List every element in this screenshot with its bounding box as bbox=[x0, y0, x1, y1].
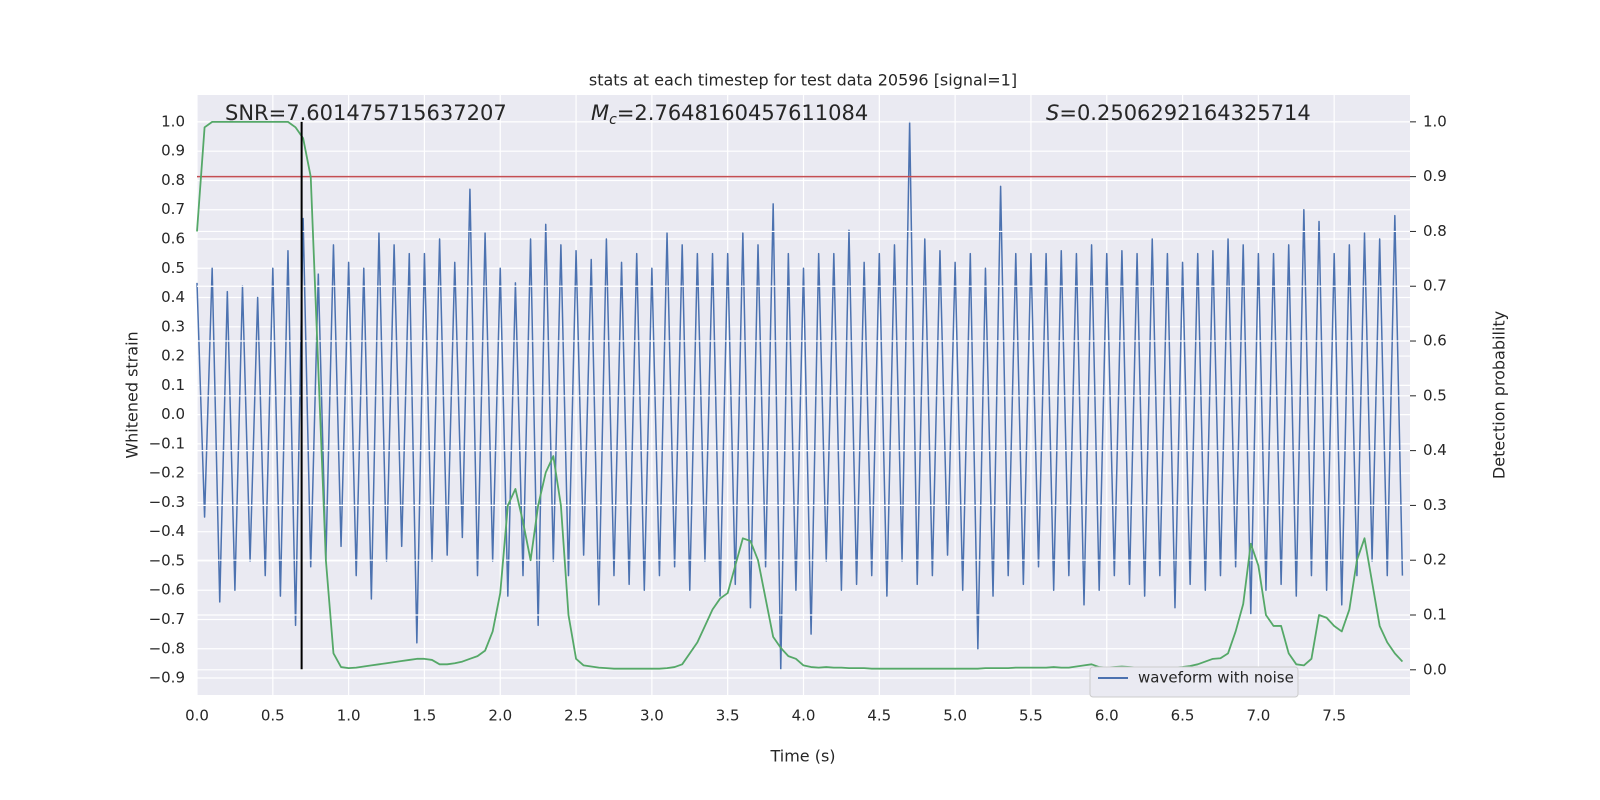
annotation-text: =0.2506292164325714 bbox=[1059, 101, 1310, 125]
x-tick-label: 1.0 bbox=[337, 707, 361, 725]
annotation-symbol: S bbox=[1046, 101, 1059, 125]
x-tick-label: 5.5 bbox=[1019, 707, 1043, 725]
legend-box bbox=[1089, 666, 1299, 698]
annotation: Mc=2.7648160457611084 bbox=[591, 101, 868, 128]
y-tick-label: −0.4 bbox=[149, 522, 185, 540]
y-tick-label: −0.5 bbox=[149, 551, 185, 569]
x-axis-label: Time (s) bbox=[769, 747, 835, 766]
annotation-text: SNR=7.601475715637207 bbox=[225, 101, 507, 125]
y-tick-label: 0.8 bbox=[161, 171, 185, 189]
y-tick-label: −0.1 bbox=[149, 434, 185, 452]
y-tick-label: 1.0 bbox=[161, 112, 185, 130]
x-tick-label: 1.5 bbox=[413, 707, 437, 725]
chart-title: stats at each timestep for test data 205… bbox=[589, 71, 1017, 90]
y-tick-label: 0.1 bbox=[161, 376, 185, 394]
x-tick-label: 0.5 bbox=[261, 707, 285, 725]
y2-tick-label: 0.5 bbox=[1423, 386, 1447, 404]
x-tick-label: 7.5 bbox=[1322, 707, 1346, 725]
x-tick-label: 0.0 bbox=[185, 707, 209, 725]
y-tick-label: 0.9 bbox=[161, 142, 185, 160]
legend-label: waveform with noise bbox=[1138, 669, 1294, 687]
annotation: S=0.2506292164325714 bbox=[1046, 101, 1311, 125]
y2-tick-label: 0.0 bbox=[1423, 660, 1447, 678]
x-tick-label: 5.0 bbox=[943, 707, 967, 725]
y2-tick-label: 0.4 bbox=[1423, 441, 1447, 459]
y-tick-label: 0.0 bbox=[161, 405, 185, 423]
y2-tick-label: 0.6 bbox=[1423, 332, 1447, 350]
x-tick-label: 3.5 bbox=[716, 707, 740, 725]
y-tick-label: 0.6 bbox=[161, 230, 185, 248]
x-tick-label: 4.5 bbox=[867, 707, 891, 725]
annotation-subscript: c bbox=[609, 112, 617, 128]
y2-tick-label: 0.2 bbox=[1423, 551, 1447, 569]
y-tick-label: 0.2 bbox=[161, 347, 185, 365]
data-line bbox=[196, 120, 1404, 670]
y2-tick-label: 0.9 bbox=[1423, 167, 1447, 185]
x-tick-label: 2.0 bbox=[488, 707, 512, 725]
y-tick-label: 0.3 bbox=[161, 317, 185, 335]
y2-tick-label: 0.8 bbox=[1423, 222, 1447, 240]
x-tick-label: 3.0 bbox=[640, 707, 664, 725]
y2-tick-label: 1.0 bbox=[1423, 112, 1447, 130]
x-tick-label: 6.0 bbox=[1095, 707, 1119, 725]
x-tick-label: 4.0 bbox=[792, 707, 816, 725]
y-tick-label: −0.9 bbox=[149, 669, 185, 687]
annotation-text: =2.7648160457611084 bbox=[617, 101, 868, 125]
y2-tick-label: 0.3 bbox=[1423, 496, 1447, 514]
y-axis-label: Whitened strain bbox=[123, 331, 142, 458]
y-tick-label: −0.2 bbox=[149, 464, 185, 482]
x-tick-label: 2.5 bbox=[564, 707, 588, 725]
y-tick-label: 0.7 bbox=[161, 200, 185, 218]
y-tick-label: −0.6 bbox=[149, 581, 185, 599]
x-tick-label: 7.0 bbox=[1246, 707, 1270, 725]
y-tick-label: −0.7 bbox=[149, 610, 185, 628]
annotation-symbol: M bbox=[591, 101, 609, 125]
y2-tick-label: 0.7 bbox=[1423, 277, 1447, 295]
y-tick-label: −0.8 bbox=[149, 639, 185, 657]
y2-tick-label: 0.1 bbox=[1423, 606, 1447, 624]
y-tick-label: −0.3 bbox=[149, 493, 185, 511]
x-tick-label: 6.5 bbox=[1171, 707, 1195, 725]
y-tick-label: 0.5 bbox=[161, 259, 185, 277]
y2-axis-label: Detection probability bbox=[1490, 311, 1509, 479]
annotation: SNR=7.601475715637207 bbox=[225, 101, 507, 125]
y-tick-label: 0.4 bbox=[161, 288, 185, 306]
